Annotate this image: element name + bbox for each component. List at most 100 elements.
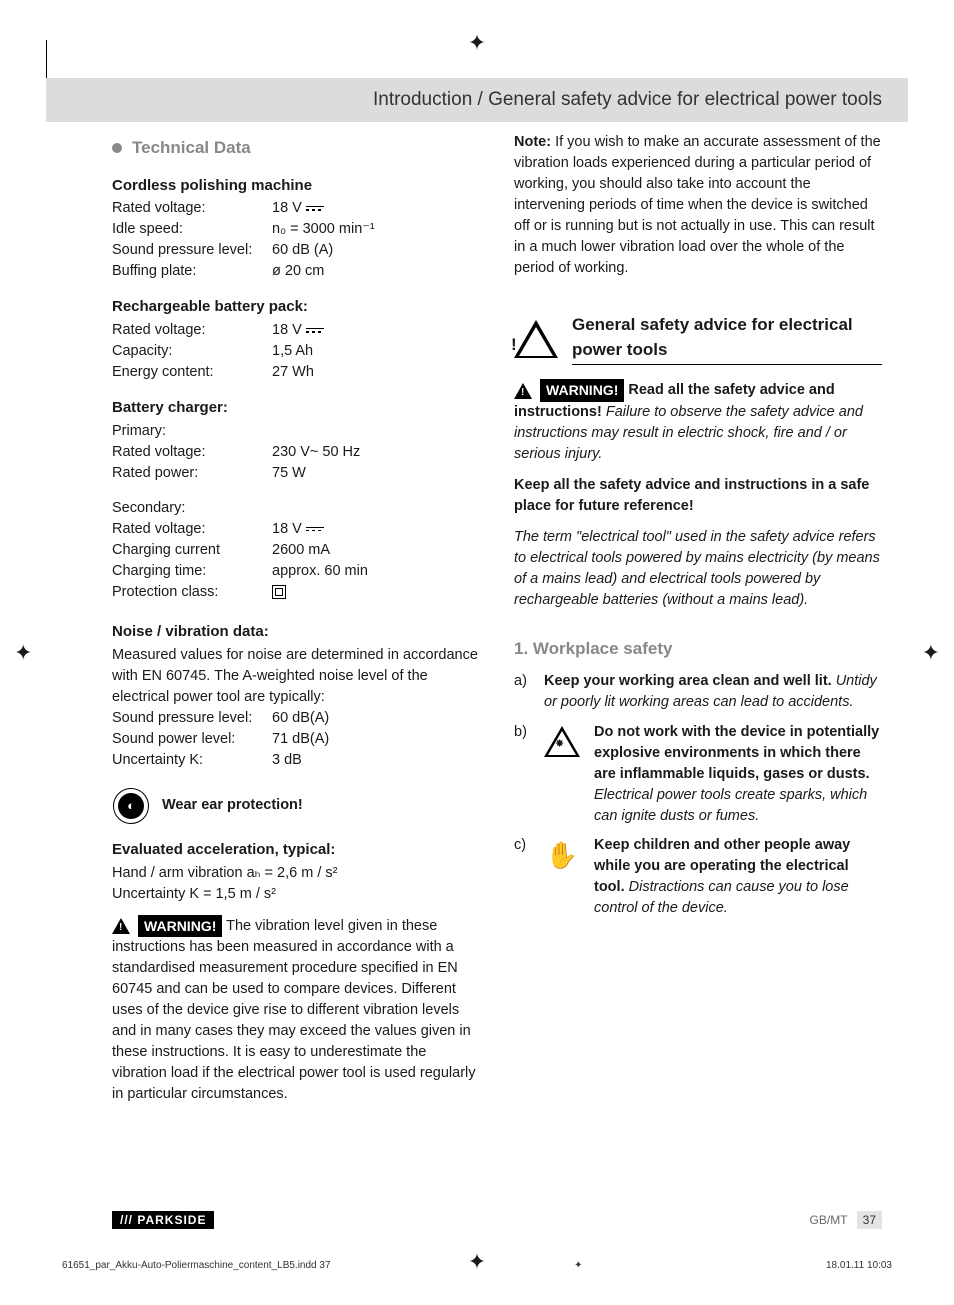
spec-row: Sound pressure level:60 dB(A) xyxy=(112,708,480,729)
safety-heading-row: ! General safety advice for electrical p… xyxy=(514,313,882,365)
spec-value: 18 V xyxy=(272,519,324,540)
ear-protection-row: ◐ Wear ear protection! xyxy=(112,787,480,825)
keep-away-icon: ✋ xyxy=(544,837,580,873)
spec-label: Sound power level: xyxy=(112,729,272,750)
spec-label: Idle speed: xyxy=(112,219,272,240)
spec-value: 1,5 Ah xyxy=(272,341,313,362)
spec-value: 18 V xyxy=(272,198,324,219)
spec-value: 3 dB xyxy=(272,750,302,771)
spec-row: Rated voltage:18 V xyxy=(112,198,480,219)
spec-row: Buffing plate:ø 20 cm xyxy=(112,261,480,282)
page-header: Introduction / General safety advice for… xyxy=(46,78,908,122)
note-para: Note: If you wish to make an accurate as… xyxy=(514,132,882,279)
vibration-para-text: The vibration level given in these instr… xyxy=(112,918,476,1102)
workplace-safety-heading: 1. Workplace safety xyxy=(514,637,882,662)
safety-heading: General safety advice for electrical pow… xyxy=(572,313,882,365)
dc-symbol-icon xyxy=(306,328,324,333)
list-body: ✸ Do not work with the device in potentia… xyxy=(544,722,882,827)
spec-label: Rated voltage: xyxy=(112,442,272,463)
spec-row: Charging time:approx. 60 min xyxy=(112,561,480,582)
spec-row: Uncertainty K: 3 dB xyxy=(112,750,480,771)
footer-page-info: GB/MT 37 xyxy=(810,1211,882,1229)
page-footer: /// PARKSIDE GB/MT 37 xyxy=(112,1211,882,1229)
spec-label: Sound pressure level: xyxy=(112,708,272,729)
battery-heading: Rechargeable battery pack: xyxy=(112,296,480,318)
dc-symbol-icon xyxy=(306,527,324,532)
vibration-warning-para: WARNING! The vibration level given in th… xyxy=(112,915,480,1105)
safety-list-item: a) Keep your working area clean and well … xyxy=(514,671,882,713)
explosion-warning-icon: ✸ xyxy=(544,724,580,760)
spec-label: Rated voltage: xyxy=(112,320,272,341)
spec-value xyxy=(272,582,286,603)
spec-value: 230 V~ 50 Hz xyxy=(272,442,360,463)
spec-label: Rated power: xyxy=(112,463,272,484)
class2-symbol-icon xyxy=(272,585,286,599)
spec-label: Uncertainty K: xyxy=(112,750,272,771)
spec-value: n₀ = 3000 min⁻¹ xyxy=(272,219,375,240)
spec-label: Sound pressure level: xyxy=(112,240,272,261)
list-marker: a) xyxy=(514,671,534,713)
spec-label: Protection class: xyxy=(112,582,272,603)
item-bold-text: Keep your working area clean and well li… xyxy=(544,673,832,689)
item-bold-text: Do not work with the device in potential… xyxy=(594,724,879,782)
spec-row: Capacity:1,5 Ah xyxy=(112,341,480,362)
page-content: Technical Data Cordless polishing machin… xyxy=(112,132,882,1205)
noise-spec-table: Sound pressure level:60 dB(A)Sound power… xyxy=(112,708,480,771)
keep-advice-para: Keep all the safety advice and instructi… xyxy=(514,475,882,517)
registration-mark-icon: ✦ xyxy=(468,30,486,56)
spec-row: Rated power:75 W xyxy=(112,463,480,484)
spec-value: 2600 mA xyxy=(272,540,330,561)
left-column: Technical Data Cordless polishing machin… xyxy=(112,132,480,1205)
accel-heading: Evaluated acceleration, typical: xyxy=(112,839,480,861)
spec-value: 27 Wh xyxy=(272,362,314,383)
technical-data-heading: Technical Data xyxy=(112,136,480,161)
spec-value: ø 20 cm xyxy=(272,261,324,282)
noise-intro: Measured values for noise are determined… xyxy=(112,645,480,708)
meta-timestamp: 18.01.11 10:03 xyxy=(826,1260,892,1271)
list-body: ✋Keep children and other people away whi… xyxy=(544,835,882,919)
spec-value: 18 V xyxy=(272,320,324,341)
warning-label: WARNING! xyxy=(540,379,624,401)
cordless-heading: Cordless polishing machine xyxy=(112,175,480,197)
bullet-icon xyxy=(112,143,122,153)
safety-item-list: a) Keep your working area clean and well … xyxy=(514,671,882,918)
spec-row: Rated voltage:18 V xyxy=(112,320,480,341)
dc-symbol-icon xyxy=(306,206,324,211)
warning-triangle-icon: ! xyxy=(514,320,558,358)
registration-mark-icon: ✦ xyxy=(922,640,940,666)
page-number: 37 xyxy=(857,1211,882,1229)
safety-warning-para: WARNING! Read all the safety advice and … xyxy=(514,379,882,464)
header-title: Introduction / General safety advice for… xyxy=(373,89,882,111)
spec-row: Idle speed:n₀ = 3000 min⁻¹ xyxy=(112,219,480,240)
charger-primary-table: Rated voltage:230 V~ 50 HzRated power:75… xyxy=(112,442,480,484)
item-italic-text: Distractions can cause you to lose contr… xyxy=(594,879,849,916)
spec-row: Rated voltage:230 V~ 50 Hz xyxy=(112,442,480,463)
warning-label: WARNING! xyxy=(138,915,222,937)
spec-label: Charging current xyxy=(112,540,272,561)
accel-line2: Uncertainty K = 1,5 m / s² xyxy=(112,884,480,905)
safety-list-item: b) ✸ Do not work with the device in potent… xyxy=(514,722,882,827)
item-italic-text: Electrical power tools create sparks, wh… xyxy=(594,787,867,824)
meta-filename: 61651_par_Akku-Auto-Poliermaschine_conte… xyxy=(62,1260,331,1271)
spec-row: Sound pressure level:60 dB (A) xyxy=(112,240,480,261)
noise-heading: Noise / vibration data: xyxy=(112,621,480,643)
spec-row: Charging current2600 mA xyxy=(112,540,480,561)
brand-logo: /// PARKSIDE xyxy=(112,1211,214,1229)
spec-label: Capacity: xyxy=(112,341,272,362)
spec-value: 60 dB(A) xyxy=(272,708,329,729)
charger-heading: Battery charger: xyxy=(112,397,480,419)
footer-region: GB/MT xyxy=(810,1213,848,1227)
warning-triangle-icon xyxy=(112,918,130,934)
accel-line1: Hand / arm vibration aₕ = 2,6 m / s² xyxy=(112,863,480,884)
spec-row: Protection class: xyxy=(112,582,480,603)
ear-protection-icon: ◐ xyxy=(112,787,150,825)
safety-list-item: c)✋Keep children and other people away w… xyxy=(514,835,882,919)
note-text: If you wish to make an accurate assessme… xyxy=(514,134,881,276)
right-column: Note: If you wish to make an accurate as… xyxy=(514,132,882,1205)
list-marker: b) xyxy=(514,722,534,827)
spec-label: Rated voltage: xyxy=(112,519,272,540)
term-definition-para: The term "electrical tool" used in the s… xyxy=(514,527,882,611)
spec-value: 71 dB(A) xyxy=(272,729,329,750)
spec-value: 75 W xyxy=(272,463,306,484)
list-marker: c) xyxy=(514,835,534,919)
